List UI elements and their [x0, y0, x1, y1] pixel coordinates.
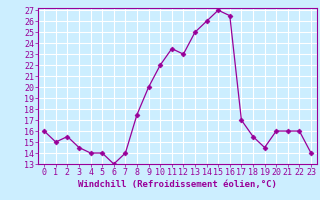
- X-axis label: Windchill (Refroidissement éolien,°C): Windchill (Refroidissement éolien,°C): [78, 180, 277, 189]
